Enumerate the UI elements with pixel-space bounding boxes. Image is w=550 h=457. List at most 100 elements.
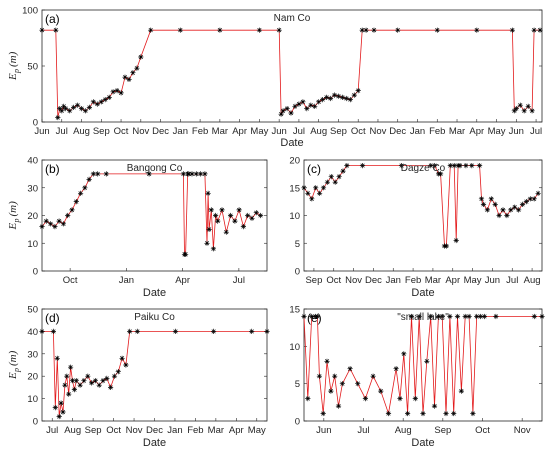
data-point-2-0	[301, 185, 307, 191]
data-point-0-15	[98, 99, 104, 105]
data-point-4-38	[470, 410, 476, 417]
data-point-0-10	[78, 106, 85, 112]
y-axis-title-unit-3: (m)	[7, 350, 19, 366]
x-tick-label-4-1: Jul	[357, 425, 369, 436]
x-tick-label-2-2: Nov	[345, 275, 362, 286]
data-point-0-13	[90, 99, 96, 105]
x-tick-label-0-13: Jul	[293, 126, 305, 137]
data-point-4-29	[435, 313, 441, 320]
data-point-0-26	[148, 27, 154, 33]
data-point-0-57	[474, 27, 480, 33]
data-point-1-13	[95, 171, 101, 177]
data-point-1-34	[228, 212, 234, 219]
data-point-0-3	[57, 106, 63, 112]
y-tick-label-3-5: 50	[27, 305, 38, 316]
data-point-2-27	[477, 163, 483, 169]
data-point-4-44	[539, 313, 545, 320]
data-point-3-2	[52, 405, 58, 411]
data-point-2-43	[535, 190, 541, 196]
data-point-3-28	[134, 328, 140, 334]
data-point-0-42	[320, 97, 326, 103]
y-axis-title-sub-0: p	[12, 69, 21, 74]
x-tick-label-0-8: Feb	[192, 126, 208, 137]
data-point-2-8	[332, 179, 338, 185]
data-point-4-14	[362, 396, 368, 402]
panel-title-2: Dagze Co	[401, 163, 446, 174]
y-tick-label-1-1: 10	[27, 239, 38, 250]
data-point-1-12	[90, 171, 96, 177]
data-point-2-26	[469, 163, 475, 169]
x-tick-label-2-1: Oct	[326, 275, 341, 286]
data-point-0-17	[106, 94, 112, 100]
data-point-0-39	[308, 102, 314, 108]
data-point-0-21	[122, 74, 128, 80]
y-axis-title-sub-3: p	[12, 368, 21, 373]
data-point-0-35	[292, 103, 298, 109]
data-point-1-16	[180, 171, 186, 177]
data-point-2-34	[500, 207, 506, 213]
data-point-0-24	[134, 65, 140, 71]
data-point-0-16	[102, 97, 108, 103]
data-point-0-60	[513, 106, 519, 112]
data-point-0-6	[63, 106, 69, 112]
y-tick-label-4-0: 0	[295, 417, 300, 428]
data-point-4-37	[466, 313, 472, 320]
data-point-1-30	[213, 212, 219, 219]
data-point-4-28	[431, 403, 438, 409]
x-tick-label-3-1: Aug	[64, 425, 81, 436]
x-tick-label-3-0: Jul	[46, 425, 58, 436]
y-tick-label-2-2: 10	[289, 211, 300, 222]
x-tick-label-1-0: Oct	[63, 275, 78, 286]
x-tick-label-3-3: Oct	[106, 425, 121, 436]
data-point-1-25	[204, 240, 210, 246]
data-point-3-32	[264, 328, 270, 334]
data-point-1-32	[219, 207, 225, 213]
data-point-4-1	[305, 396, 311, 402]
data-point-1-0	[39, 224, 45, 230]
data-point-1-37	[240, 224, 246, 230]
x-tick-label-2-3: Dec	[365, 275, 382, 286]
panel-2: 0 5 10 15 20 Sep Oct Nov Dec Jan Feb Mar Apr May Jun Ju…	[289, 156, 543, 299]
data-point-0-12	[86, 104, 92, 110]
data-point-1-6	[65, 212, 71, 219]
data-point-0-58	[509, 27, 515, 33]
data-point-2-33	[496, 212, 502, 219]
y-axis-title-3: Ep (m)	[7, 350, 21, 380]
data-point-0-5	[61, 103, 67, 109]
data-point-2-14	[428, 163, 434, 169]
x-tick-label-2-11: Aug	[524, 275, 541, 286]
y-tick-label-3-3: 30	[27, 349, 38, 360]
data-point-0-22	[126, 76, 132, 82]
data-point-0-56	[434, 27, 440, 33]
data-point-3-26	[123, 362, 129, 368]
data-point-4-35	[458, 388, 464, 394]
data-point-1-14	[103, 171, 109, 177]
data-point-3-16	[85, 373, 91, 379]
x-tick-label-0-0: Jun	[34, 126, 49, 137]
data-point-3-22	[108, 384, 114, 390]
y-tick-label-3-2: 20	[27, 372, 38, 383]
x-tick-label-4-4: Oct	[475, 425, 490, 436]
data-point-3-14	[77, 382, 83, 388]
data-point-0-33	[284, 106, 290, 112]
x-tick-label-2-8: May	[464, 275, 482, 286]
data-point-1-36	[236, 207, 242, 213]
data-point-4-24	[416, 313, 422, 320]
x-tick-label-0-3: Sep	[93, 126, 110, 137]
x-axis-title-3: Date	[143, 437, 166, 449]
x-tick-label-0-14: Aug	[310, 126, 327, 137]
y-tick-label-0-0: 0	[33, 118, 38, 129]
data-point-0-63	[525, 103, 531, 109]
data-point-1-10	[82, 185, 88, 191]
data-point-1-31	[215, 218, 221, 224]
data-point-0-32	[280, 108, 286, 114]
data-point-4-41	[481, 313, 487, 320]
x-tick-label-0-7: Jan	[173, 126, 188, 137]
data-point-1-41	[258, 212, 264, 219]
x-tick-label-1-2: Apr	[175, 275, 190, 286]
plot-area-1	[41, 159, 268, 272]
data-point-1-3	[52, 224, 58, 230]
y-axis-title-e-0: E	[7, 73, 19, 81]
panel-title-1: Bangong Co	[127, 163, 183, 174]
data-point-1-4	[56, 218, 62, 224]
